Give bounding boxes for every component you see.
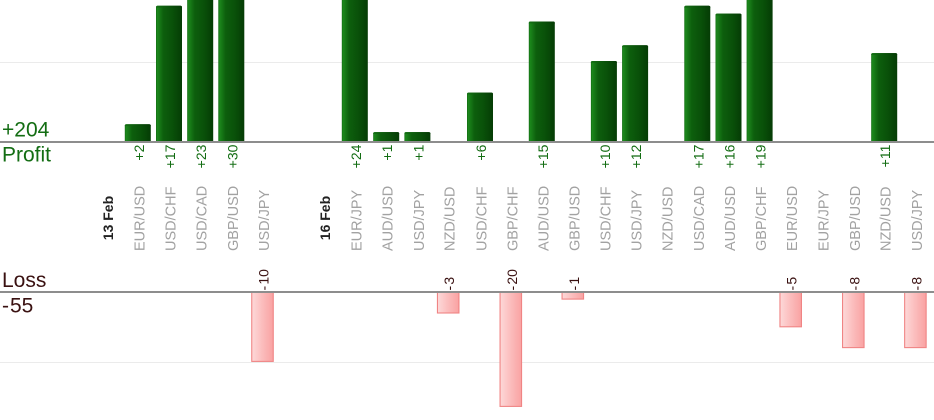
svg-text:AUD/USD: AUD/USD: [723, 186, 739, 251]
svg-text:Loss: Loss: [2, 269, 46, 292]
svg-text:-10: -10: [256, 269, 272, 291]
svg-text:+2: +2: [131, 144, 147, 160]
svg-text:NZD/USD: NZD/USD: [879, 187, 895, 251]
svg-text:GBP/USD: GBP/USD: [567, 186, 583, 251]
svg-text:USD/CAD: USD/CAD: [692, 186, 708, 251]
svg-text:Profit: Profit: [2, 144, 51, 167]
svg-text:GBP/USD: GBP/USD: [226, 186, 242, 251]
svg-text:+15: +15: [535, 144, 551, 168]
svg-text:EUR/USD: EUR/USD: [785, 186, 801, 251]
svg-text:-3: -3: [441, 277, 457, 291]
svg-text:+11: +11: [877, 144, 893, 167]
svg-text:+204: +204: [2, 119, 50, 142]
svg-text:+23: +23: [193, 144, 209, 168]
svg-text:-8: -8: [908, 277, 924, 291]
svg-text:+12: +12: [628, 144, 644, 168]
svg-text:GBP/CHF: GBP/CHF: [754, 186, 770, 251]
svg-text:13 Feb: 13 Feb: [100, 196, 116, 240]
svg-text:USD/CHF: USD/CHF: [475, 186, 491, 251]
svg-text:USD/CHF: USD/CHF: [598, 186, 614, 251]
svg-text:+10: +10: [597, 144, 613, 168]
svg-text:+16: +16: [722, 144, 738, 168]
svg-text:+17: +17: [690, 144, 706, 168]
svg-text:EUR/JPY: EUR/JPY: [816, 189, 832, 251]
svg-text:-1: -1: [566, 277, 582, 291]
svg-text:-5: -5: [784, 277, 800, 291]
svg-text:USD/CAD: USD/CAD: [195, 186, 211, 251]
svg-text:+1: +1: [410, 144, 426, 160]
svg-text:EUR/USD: EUR/USD: [132, 186, 148, 251]
svg-text:16 Feb: 16 Feb: [317, 196, 333, 240]
svg-text:USD/JPY: USD/JPY: [630, 189, 646, 251]
svg-text:-8: -8: [846, 277, 862, 291]
svg-text:USD/JPY: USD/JPY: [257, 189, 273, 251]
svg-text:+1: +1: [379, 144, 395, 160]
svg-text:+30: +30: [224, 144, 240, 168]
svg-text:USD/CHF: USD/CHF: [164, 186, 180, 251]
svg-text:+19: +19: [753, 144, 769, 168]
svg-text:+17: +17: [162, 144, 178, 168]
svg-text:AUD/USD: AUD/USD: [536, 186, 552, 251]
svg-text:+6: +6: [473, 144, 489, 160]
svg-text:+24: +24: [348, 144, 364, 168]
svg-text:AUD/USD: AUD/USD: [381, 186, 397, 251]
svg-text:USD/JPY: USD/JPY: [910, 189, 926, 251]
svg-text:NZD/USD: NZD/USD: [661, 187, 677, 251]
svg-text:-20: -20: [504, 269, 520, 291]
svg-text:USD/JPY: USD/JPY: [412, 189, 428, 251]
svg-text:EUR/JPY: EUR/JPY: [349, 189, 365, 251]
svg-text:GBP/CHF: GBP/CHF: [505, 186, 521, 251]
svg-text:GBP/USD: GBP/USD: [848, 186, 864, 251]
svg-text:-55: -55: [2, 295, 33, 318]
svg-text:NZD/USD: NZD/USD: [443, 187, 459, 251]
